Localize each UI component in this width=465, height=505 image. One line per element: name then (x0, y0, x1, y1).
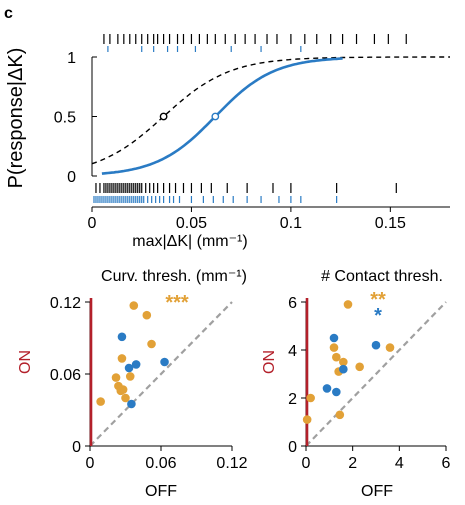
data-point-blue (160, 357, 169, 367)
y-tick-label: 0.12 (50, 295, 81, 312)
top-plot-marks: 0 0.5 1 0 0.05 0.1 0.15 (54, 34, 450, 232)
data-point-orange (129, 301, 139, 310)
top-x-tick-label: 0 (88, 215, 97, 232)
fit-curve-black (91, 56, 450, 165)
data-point-orange (96, 397, 105, 406)
data-point-blue (332, 387, 341, 397)
data-point-orange (332, 352, 341, 362)
x-tick-label: 2 (348, 455, 357, 472)
curvature-y-axis-label: ON (17, 350, 34, 374)
top-y-axis-label: P(response|ΔK) (5, 48, 27, 189)
contact-plot-title: # Contact thresh. (321, 268, 443, 285)
data-point-blue (131, 360, 141, 369)
identity-line (305, 301, 447, 447)
curvature-plot-marks: 0 0.06 0.12 0 0.06 0.12 *** (50, 292, 248, 472)
contact-threshold-plot: # Contact thresh. 0 2 4 6 0 2 4 6 *** ON OFF (261, 268, 451, 500)
data-point-orange (147, 339, 156, 349)
top-x-tick-label: 0.15 (375, 215, 406, 232)
x-tick-label: 0.12 (216, 455, 247, 472)
x-tick-label: 0 (86, 455, 95, 472)
threshold-marker-black (159, 112, 168, 121)
contact-x-axis-label: OFF (361, 483, 393, 500)
fit-curve-blue (101, 57, 343, 175)
identity-line (89, 301, 233, 447)
curvature-x-axis-label: OFF (145, 483, 177, 500)
data-point-orange (111, 373, 121, 382)
curvature-plot-title: Curv. thresh. (mm⁻¹) (101, 268, 247, 285)
data-point-blue (329, 333, 339, 343)
data-point-blue (371, 340, 381, 350)
data-point-orange (339, 357, 348, 367)
y-tick-label: 0 (288, 439, 297, 456)
y-tick-label: 0 (72, 439, 81, 456)
contact-y-axis-label: ON (261, 350, 278, 374)
top-y-tick-label: 1 (67, 50, 76, 67)
data-point-blue (117, 332, 127, 342)
data-point-orange (329, 343, 339, 352)
y-tick-label: 4 (288, 343, 297, 360)
data-point-orange (121, 393, 130, 403)
x-tick-label: 0.06 (145, 455, 176, 472)
threshold-marker-blue (211, 112, 220, 121)
data-point-orange (142, 310, 152, 320)
data-point-orange (355, 362, 364, 372)
top-y-tick-label: 0.5 (54, 110, 76, 127)
significance-marker-orange: ** (370, 289, 386, 311)
data-point-blue (127, 399, 136, 409)
data-point-blue (322, 384, 332, 393)
data-point-blue (124, 363, 134, 373)
data-point-orange (117, 354, 127, 363)
top-plot: 0 0.5 1 0 0.05 0.1 0.15 P(response|ΔK) max|ΔK|… (5, 34, 450, 250)
curvature-threshold-plot: Curv. thresh. (mm⁻¹) 0 0.06 0.12 0 0.06 0.12 *… (17, 268, 248, 500)
top-x-tick-label: 0.05 (176, 215, 207, 232)
contact-plot-marks: 0 2 4 6 0 2 4 6 *** (288, 289, 450, 472)
data-point-orange (125, 372, 135, 381)
y-tick-label: 6 (288, 295, 297, 312)
x-tick-label: 6 (442, 455, 451, 472)
data-point-orange (385, 343, 395, 352)
data-point-orange (306, 393, 315, 403)
data-point-blue (339, 364, 348, 374)
x-tick-label: 4 (395, 455, 404, 472)
y-tick-label: 2 (288, 391, 297, 408)
x-tick-label: 0 (302, 455, 311, 472)
data-point-orange (343, 300, 353, 309)
data-point-orange (335, 410, 345, 420)
top-y-tick-label: 0 (67, 169, 76, 186)
panel-label: c (4, 5, 13, 22)
y-tick-label: 0.06 (50, 367, 81, 384)
data-point-orange (118, 385, 128, 394)
top-x-axis-label: max|ΔK| (mm⁻¹) (132, 233, 247, 250)
data-point-orange (302, 415, 312, 424)
significance-marker-orange: *** (165, 292, 189, 314)
significance-marker-blue: * (374, 305, 382, 327)
top-x-tick-label: 0.1 (280, 215, 302, 232)
